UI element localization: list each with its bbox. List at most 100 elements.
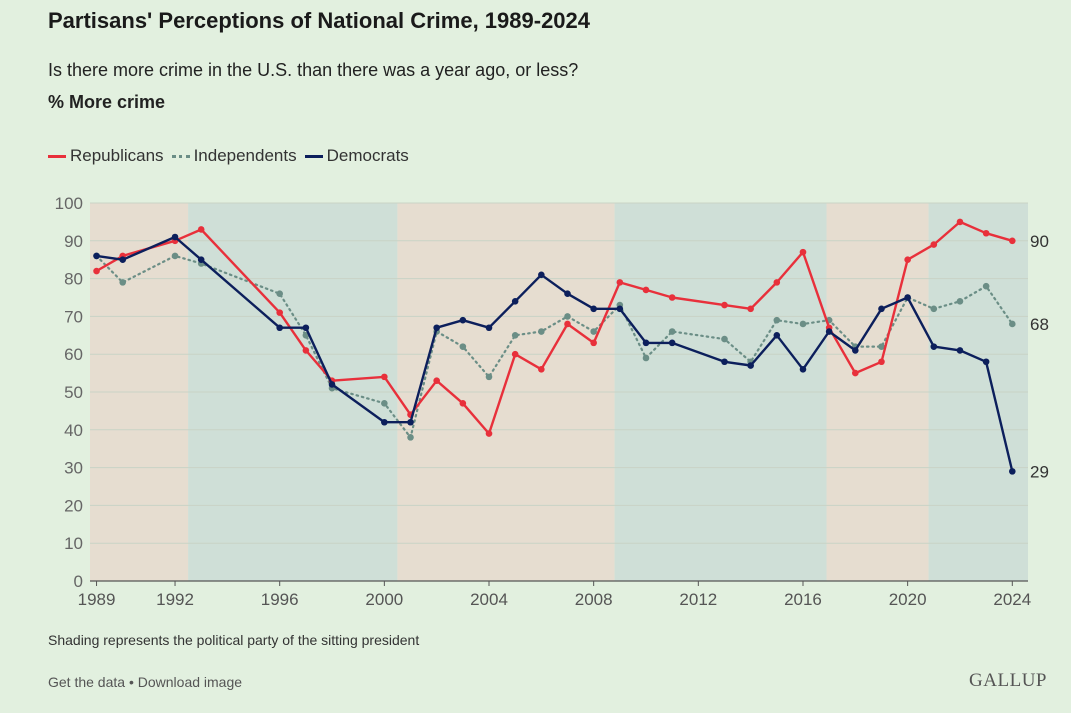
chart-legend: Republicans Independents Democrats	[48, 146, 417, 166]
get-data-link[interactable]: Get the data	[48, 674, 126, 690]
legend-swatch-independents	[171, 154, 190, 158]
point-democrats-2007	[564, 290, 571, 298]
point-democrats-2004	[485, 324, 493, 332]
point-democrats-1997	[302, 324, 310, 332]
legend-label-democrats: Democrats	[326, 146, 409, 165]
footer-links: Get the data • Download image	[48, 674, 242, 690]
point-democrats-2011	[668, 339, 676, 347]
point-democrats-2021	[930, 343, 938, 350]
point-democrats-2003	[459, 316, 467, 324]
x-tick-label-2008: 2008	[575, 590, 613, 609]
point-independents-2000	[381, 400, 388, 407]
legend-item-independents[interactable]: Independents	[171, 146, 297, 166]
y-tick-label-90: 90	[64, 232, 83, 251]
point-republicans-2011	[668, 294, 676, 301]
y-tick-label-20: 20	[64, 496, 83, 515]
point-democrats-1998	[328, 381, 336, 388]
point-democrats-2016	[799, 366, 807, 373]
point-democrats-2010	[642, 339, 650, 347]
point-republicans-2007	[564, 320, 571, 328]
point-democrats-2014	[747, 362, 754, 369]
point-republicans-2020	[904, 256, 911, 263]
point-republicans-2021	[930, 241, 938, 248]
x-tick-label-2016: 2016	[784, 590, 822, 609]
point-independents-2022	[956, 297, 964, 305]
point-democrats-2009	[616, 305, 624, 313]
point-independents-2021	[930, 305, 938, 313]
point-independents-1992	[171, 252, 179, 260]
point-independents-2005	[511, 332, 519, 339]
y-tick-label-10: 10	[64, 534, 83, 553]
point-democrats-2020	[904, 294, 911, 301]
x-tick-label-1989: 1989	[78, 590, 116, 609]
point-democrats-1989	[93, 252, 100, 260]
legend-item-republicans[interactable]: Republicans	[48, 146, 164, 166]
legend-swatch-republicans	[48, 154, 66, 158]
point-independents-1990	[119, 279, 127, 286]
point-independents-2016	[799, 320, 807, 328]
point-republicans-2018	[852, 369, 859, 377]
point-democrats-2000	[381, 418, 388, 426]
point-republicans-1989	[93, 267, 100, 275]
point-republicans-2024	[1009, 237, 1016, 245]
point-democrats-2006	[538, 271, 545, 279]
point-republicans-2023	[982, 229, 990, 237]
point-republicans-2005	[511, 350, 519, 358]
point-republicans-2010	[642, 286, 650, 294]
x-tick-label-1992: 1992	[156, 590, 194, 609]
x-tick-label-2000: 2000	[365, 590, 403, 609]
point-democrats-2013	[721, 358, 728, 366]
legend-label-republicans: Republicans	[70, 146, 164, 165]
point-independents-2008	[590, 328, 597, 335]
point-republicans-2008	[590, 339, 597, 347]
x-tick-label-1996: 1996	[261, 590, 299, 609]
y-tick-label-0: 0	[74, 572, 83, 591]
x-tick-label-2012: 2012	[679, 590, 717, 609]
point-democrats-2024	[1009, 468, 1016, 475]
point-democrats-1992	[171, 233, 179, 241]
point-republicans-2014	[747, 305, 754, 313]
point-democrats-1990	[119, 256, 127, 263]
point-independents-2023	[982, 282, 990, 290]
point-republicans-2019	[878, 358, 885, 366]
point-republicans-2004	[485, 430, 493, 437]
point-independents-2011	[668, 328, 676, 335]
point-republicans-2006	[538, 366, 545, 373]
point-democrats-1996	[276, 324, 283, 332]
point-republicans-1993	[197, 226, 205, 233]
point-independents-2010	[642, 354, 650, 362]
point-republicans-2022	[956, 218, 964, 226]
point-democrats-2018	[852, 347, 859, 354]
legend-swatch-democrats	[304, 154, 323, 158]
point-independents-2003	[459, 343, 467, 350]
end-label-republicans: 90	[1030, 232, 1049, 251]
legend-item-democrats[interactable]: Democrats	[304, 146, 409, 166]
point-democrats-2019	[878, 305, 885, 313]
chart-measure-label: % More crime	[48, 92, 166, 112]
gallup-logo: GALLUP	[969, 670, 1047, 691]
y-tick-label-80: 80	[64, 270, 83, 289]
y-tick-label-30: 30	[64, 459, 83, 478]
y-tick-label-50: 50	[64, 383, 83, 402]
chart-subtitle: Is there more crime in the U.S. than the…	[48, 60, 579, 80]
y-tick-label-100: 100	[55, 194, 83, 213]
point-independents-2006	[538, 328, 545, 335]
point-independents-2007	[564, 313, 571, 320]
footer-separator: •	[125, 674, 138, 690]
y-tick-label-70: 70	[64, 307, 83, 326]
point-republicans-2015	[773, 279, 781, 286]
point-democrats-2008	[590, 305, 597, 313]
point-republicans-2000	[381, 373, 388, 381]
point-democrats-2015	[773, 332, 781, 339]
end-label-democrats: 29	[1030, 462, 1049, 481]
point-republicans-2009	[616, 279, 624, 286]
y-tick-label-60: 60	[64, 345, 83, 364]
download-image-link[interactable]: Download image	[137, 674, 243, 690]
point-democrats-2005	[511, 297, 519, 305]
point-independents-2024	[1009, 320, 1016, 328]
chart-title: Partisans' Perceptions of National Crime…	[48, 8, 591, 33]
point-independents-2001	[407, 434, 414, 441]
point-republicans-2013	[721, 301, 728, 309]
point-independents-2004	[485, 373, 493, 381]
point-independents-1996	[276, 290, 283, 298]
